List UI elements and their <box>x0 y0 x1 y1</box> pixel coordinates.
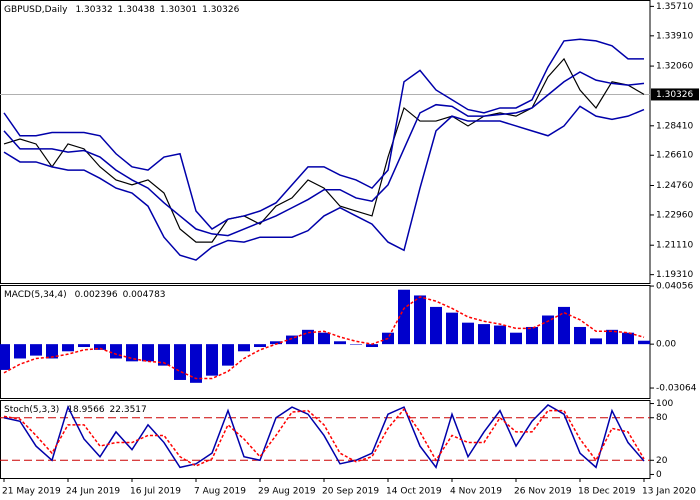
histogram-bar <box>446 312 458 345</box>
histogram-bar <box>622 332 634 345</box>
header-value: 1.30301 <box>160 5 197 15</box>
histogram-bar <box>206 344 218 376</box>
series-line <box>3 38 644 230</box>
y-tick-label: 1.28410 <box>656 121 693 131</box>
histogram-bar <box>286 335 298 345</box>
y-tick-label: 1.19310 <box>656 270 693 280</box>
histogram-bar <box>270 341 282 345</box>
x-tick-label: 26 Nov 2019 <box>514 487 572 497</box>
histogram-bar <box>302 329 314 345</box>
header-value: 0.002396 <box>75 290 118 300</box>
panel-header: GBPUSD,Daily 1.30332 1.30438 1.30301 1.30326 <box>4 5 240 15</box>
histogram-bar <box>542 315 554 345</box>
histogram-bar <box>62 344 74 352</box>
histogram-bar <box>478 324 490 345</box>
y-tick-label: 100 <box>656 399 673 409</box>
histogram-bar <box>398 289 410 345</box>
panel-frame <box>0 0 651 284</box>
x-tick-label: 20 Sep 2019 <box>322 487 379 497</box>
x-tick-label: 18 Dec 2019 <box>578 487 636 497</box>
header-value: 0.004783 <box>123 290 166 300</box>
panel-header: MACD(5,34,4) 0.002396 0.004783 <box>4 290 166 300</box>
x-tick-label: 29 Aug 2019 <box>258 487 316 497</box>
panel-frame <box>0 400 651 479</box>
histogram-bar <box>110 344 122 359</box>
x-tick-label: 13 Jan 2020 <box>642 487 696 497</box>
y-tick-label: -0.03064 <box>656 384 697 394</box>
histogram-bar <box>350 344 362 345</box>
y-tick-label: 0.04056 <box>656 282 693 292</box>
x-tick-label: 7 Aug 2019 <box>194 487 246 497</box>
series-line <box>3 407 645 467</box>
histogram-bar <box>94 344 106 350</box>
y-tick-label: 20 <box>656 456 668 466</box>
y-tick-label: 1.22960 <box>656 210 693 220</box>
histogram-bar <box>526 326 538 345</box>
y-tick-label: 1.35710 <box>656 2 693 12</box>
current-price-label: 1.30326 <box>656 90 693 100</box>
histogram-bar <box>174 344 186 380</box>
histogram-bar <box>0 344 10 370</box>
y-tick-label: 1.33910 <box>656 31 693 41</box>
x-tick-label: 21 May 2019 <box>2 487 61 497</box>
histogram-bar <box>462 322 474 345</box>
y-tick-label: 1.32060 <box>656 62 693 72</box>
histogram-bar <box>318 332 330 345</box>
x-tick-label: 16 Jul 2019 <box>130 487 181 497</box>
histogram-bar <box>14 344 26 359</box>
panel-title: Stoch(5,3,3) <box>4 405 59 415</box>
header-value: 22.3517 <box>110 405 147 415</box>
histogram-bar <box>510 332 522 345</box>
histogram-bar <box>222 344 234 366</box>
x-tick-label: 4 Nov 2019 <box>450 487 502 497</box>
y-tick-label: 80 <box>656 413 668 423</box>
histogram-bar <box>142 344 154 362</box>
histogram-bar <box>30 344 42 356</box>
histogram-bar <box>158 344 170 366</box>
x-tick-label: 14 Oct 2019 <box>386 487 442 497</box>
x-tick-label: 24 Jun 2019 <box>66 487 120 497</box>
current-price-box <box>651 88 699 101</box>
panel-title: GBPUSD,Daily <box>4 5 68 15</box>
histogram-bar <box>78 344 90 348</box>
header-value: 18.9566 <box>67 405 104 415</box>
panel-header: Stoch(5,3,3) 18.9566 22.3517 <box>4 405 147 415</box>
histogram-bar <box>254 344 266 348</box>
histogram-bar <box>46 344 58 359</box>
series-line <box>3 57 645 243</box>
histogram-bar <box>574 326 586 345</box>
histogram-bar <box>494 325 506 345</box>
header-value: 1.30326 <box>202 5 239 15</box>
histogram-bar <box>190 344 202 383</box>
series-line <box>3 296 645 380</box>
header-value: 1.30332 <box>75 5 112 15</box>
histogram-bar <box>334 341 346 345</box>
histogram-bar <box>638 340 650 345</box>
y-tick-label: 0 <box>656 470 662 480</box>
y-tick-label: 1.24760 <box>656 181 693 191</box>
histogram-bar <box>590 338 602 345</box>
histogram-bar <box>366 344 378 348</box>
series-line <box>3 105 645 261</box>
series-line <box>3 71 645 237</box>
histogram-bar <box>558 306 570 345</box>
histogram-bar <box>414 295 426 345</box>
histogram-bar <box>606 329 618 345</box>
y-tick-label: 1.21110 <box>656 241 693 251</box>
series-line <box>3 404 645 469</box>
panel-title: MACD(5,34,4) <box>4 290 67 300</box>
header-value: 1.30438 <box>118 5 155 15</box>
y-tick-label: 1.26610 <box>656 151 693 161</box>
histogram-bar <box>238 344 250 352</box>
y-tick-label: 0.00 <box>656 340 676 350</box>
histogram-bar <box>430 306 442 345</box>
